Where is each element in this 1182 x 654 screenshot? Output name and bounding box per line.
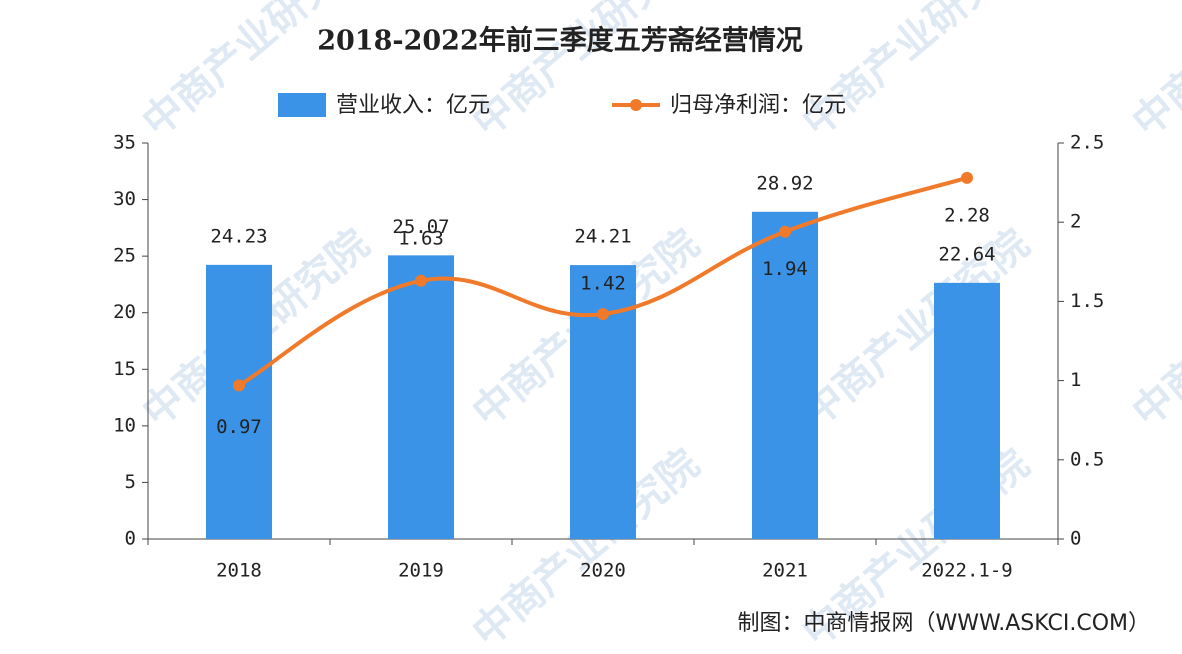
line-value-label: 1.42 (580, 273, 626, 295)
legend-label: 营业收入：亿元 (336, 93, 490, 118)
x-tick-label: 2021 (762, 560, 808, 582)
watermark-text: 中商产业研究院 (1124, 221, 1182, 436)
chart-title: 2018-2022年前三季度五芳斋经营情况 (317, 25, 803, 57)
line-marker (233, 379, 245, 392)
y-tick-label: 10 (113, 414, 136, 436)
y2-tick-label: 2 (1070, 211, 1081, 233)
line-marker (779, 225, 791, 238)
line-marker (961, 171, 973, 184)
watermark-text: 中商产业研究院 (794, 221, 1038, 436)
watermark-text: 中商产业研究院 (134, 0, 378, 146)
line-value-label: 1.94 (762, 258, 808, 280)
y-tick-label: 0 (125, 528, 136, 550)
bar-value-label: 24.23 (210, 225, 267, 247)
y-tick-label: 30 (113, 188, 136, 210)
bar (934, 282, 1000, 539)
y-tick-label: 25 (113, 245, 136, 267)
bar (570, 265, 636, 539)
legend-swatch-marker (630, 99, 642, 111)
legend-swatch (278, 93, 326, 117)
y2-tick-label: 2.5 (1070, 132, 1104, 154)
y-tick-label: 5 (125, 471, 136, 493)
watermark-text: 中商产业研究院 (464, 0, 708, 146)
y2-tick-label: 1 (1070, 369, 1081, 391)
bar-value-label: 22.64 (938, 243, 995, 265)
y2-tick-label: 1.5 (1070, 290, 1104, 312)
line-value-label: 0.97 (216, 416, 262, 438)
y2-tick-label: 0 (1070, 528, 1081, 550)
x-tick-label: 2018 (216, 560, 262, 582)
bar (752, 211, 818, 539)
line-value-label: 2.28 (944, 204, 990, 226)
line-value-label: 1.63 (398, 227, 444, 249)
line-marker (597, 308, 609, 321)
y-tick-label: 20 (113, 301, 136, 323)
watermark-text: 中商产业研究院 (1124, 0, 1182, 146)
y-tick-label: 15 (113, 358, 136, 380)
source: 制图：中商情报网（WWW.ASKCI.COM） (738, 611, 1150, 636)
line-marker (415, 274, 427, 287)
bar (388, 255, 454, 539)
watermark-text: 中商产业研究院 (794, 0, 1038, 146)
x-tick-label: 2019 (398, 560, 444, 582)
x-tick-label: 2020 (580, 560, 626, 582)
y2-tick-label: 0.5 (1070, 448, 1104, 470)
legend-label: 归母净利润：亿元 (670, 93, 846, 118)
x-tick-label: 2022.1-9 (921, 560, 1013, 582)
y-tick-label: 35 (113, 132, 136, 154)
bar (206, 264, 272, 539)
bar-value-label: 28.92 (756, 172, 813, 194)
bar-value-label: 24.21 (574, 226, 631, 248)
bar-value-label: 25.07 (392, 216, 449, 238)
